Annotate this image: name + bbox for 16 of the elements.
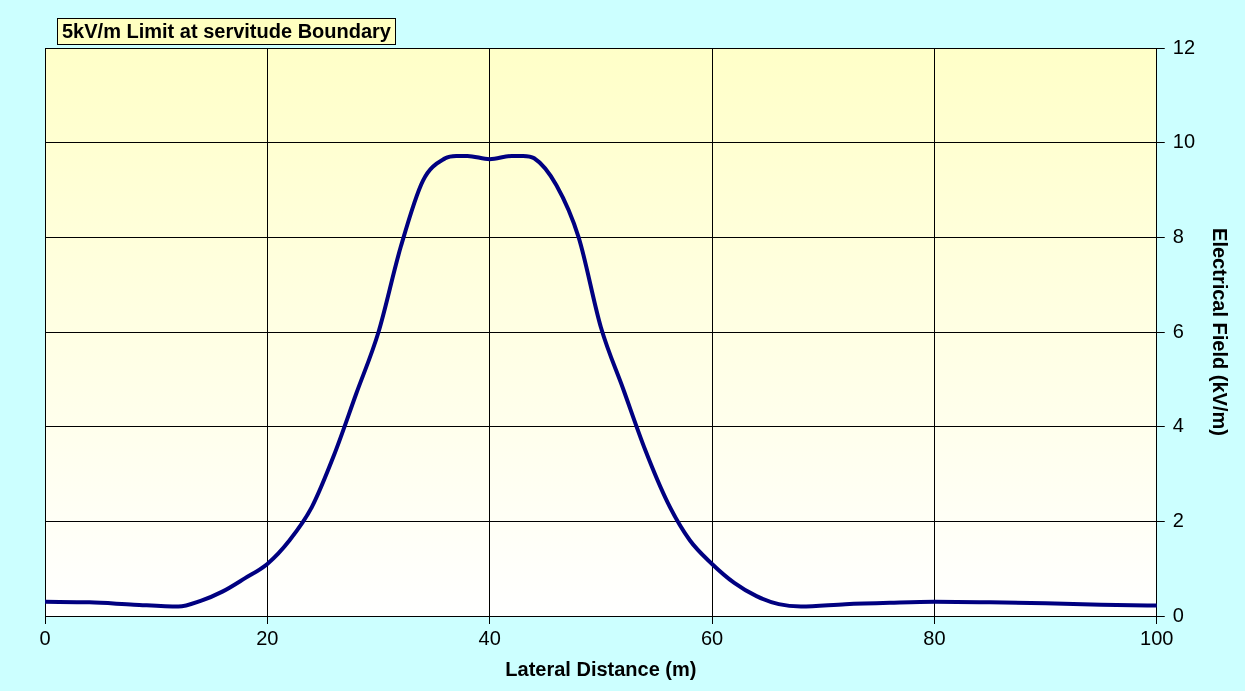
chart-title: 5kV/m Limit at servitude Boundary (57, 18, 396, 45)
y-tick-label: 10 (1172, 130, 1195, 153)
x-tick-label: 40 (478, 626, 501, 649)
y-tick-label: 8 (1172, 224, 1184, 247)
x-tick-label: 20 (256, 626, 279, 649)
y-tick-label: 6 (1172, 319, 1184, 342)
y-tick-label: 2 (1172, 508, 1184, 531)
x-tick-label: 100 (1140, 626, 1174, 649)
x-axis-title: Lateral Distance (m) (505, 657, 697, 680)
x-tick-label: 0 (39, 626, 51, 649)
y-tick-label: 12 (1172, 35, 1195, 58)
y-tick-label: 0 (1172, 603, 1184, 626)
x-tick-label: 80 (923, 626, 946, 649)
y-tick-label: 4 (1172, 414, 1184, 437)
x-tick-label: 60 (700, 626, 724, 649)
y-axis-title: Electrical Field (kV/m) (1209, 228, 1232, 436)
